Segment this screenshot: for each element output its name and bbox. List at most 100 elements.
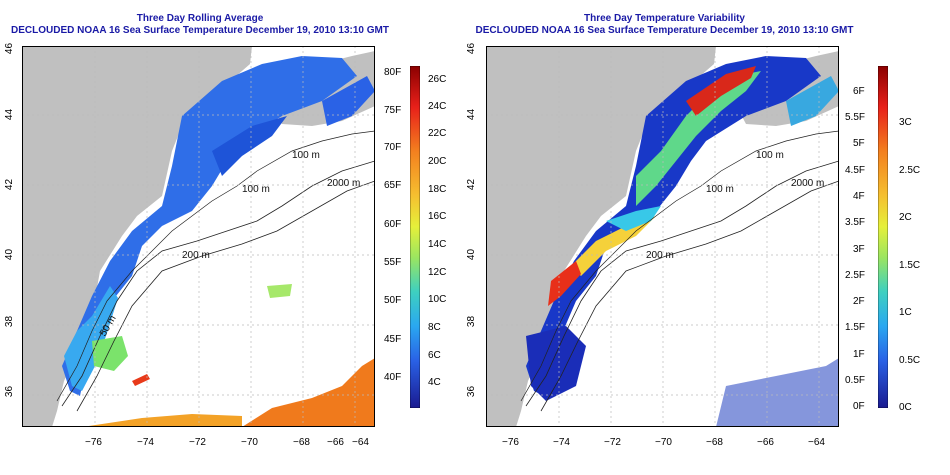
contour-label-100m-b: 100 m	[706, 184, 734, 195]
colorbar-c-label: 10C	[428, 294, 447, 305]
sst-red-streak	[132, 374, 150, 386]
colorbar-f-label: 4.5F	[845, 165, 866, 176]
colorbar-f-label: 1.5F	[845, 322, 866, 333]
colorbar-c-label: 1.5C	[899, 260, 921, 271]
var-red-coast	[548, 261, 581, 306]
sst-green-small	[267, 284, 292, 298]
right-colorbar	[878, 66, 888, 408]
colorbar-f-label: 75F	[384, 105, 402, 116]
y-tick: 46	[466, 42, 478, 55]
colorbar-f-label: 80F	[384, 67, 402, 78]
colorbar-c-label: 4C	[428, 377, 441, 388]
colorbar-f-label: 45F	[384, 334, 402, 345]
colorbar-c-label: 22C	[428, 128, 447, 139]
right-map: 100 m 100 m 2000 m 200 m	[486, 46, 839, 427]
sst-gulf-of-maine	[62, 56, 357, 396]
colorbar-f-label: 50F	[384, 295, 402, 306]
right-title: Three Day Temperature Variability	[584, 13, 745, 24]
colorbar-f-label: 3.5F	[845, 217, 866, 228]
contour-label-100m-a: 100 m	[756, 150, 784, 161]
y-tick: 36	[4, 385, 16, 398]
y-tick: 44	[4, 108, 16, 121]
colorbar-f-label: 70F	[384, 142, 402, 153]
x-tick: −72	[604, 437, 621, 448]
colorbar-c-label: 0.5C	[899, 355, 921, 366]
sst-orange-south	[242, 358, 375, 427]
x-tick: −68	[706, 437, 723, 448]
colorbar-c-label: 6C	[428, 350, 441, 361]
y-tick: 46	[4, 42, 16, 55]
var-cyan-mid	[606, 206, 661, 231]
x-tick: −66	[757, 437, 774, 448]
var-blue-shelf	[526, 56, 821, 396]
left-subtitle: DECLOUDED NOAA 16 Sea Surface Temperatur…	[11, 25, 389, 36]
y-tick: 42	[466, 178, 478, 191]
x-tick: −70	[241, 437, 258, 448]
colorbar-c-label: 26C	[428, 74, 447, 85]
x-tick: −66	[327, 437, 344, 448]
isobath-100m	[56, 130, 375, 402]
contour-label-2000m: 2000 m	[791, 178, 824, 189]
colorbar-f-label: 6F	[853, 86, 865, 97]
colorbar-c-label: 14C	[428, 239, 447, 250]
var-red-maine	[686, 66, 756, 116]
colorbar-f-label: 60F	[384, 219, 402, 230]
contour-label-2000m: 2000 m	[327, 178, 360, 189]
colorbar-c-label: 24C	[428, 101, 447, 112]
colorbar-c-label: 0C	[899, 402, 912, 413]
sst-cape-cod	[212, 116, 287, 176]
colorbar-f-label: 1F	[853, 349, 865, 360]
x-tick: −72	[189, 437, 206, 448]
left-colorbar	[410, 66, 420, 408]
var-blue-south	[526, 326, 586, 401]
y-tick: 44	[466, 108, 478, 121]
left-title: Three Day Rolling Average	[136, 13, 264, 24]
left-map: 100 m 100 m 2000 m 200 m 50 m	[22, 46, 375, 427]
y-tick: 40	[466, 248, 478, 261]
isobath-200m	[61, 160, 375, 407]
var-yellow-band	[571, 216, 656, 276]
sst-scotian	[322, 76, 375, 126]
colorbar-c-label: 3C	[899, 117, 912, 128]
x-tick: −74	[137, 437, 154, 448]
y-tick: 42	[4, 178, 16, 191]
y-tick: 36	[466, 385, 478, 398]
contour-label-100m-a: 100 m	[292, 150, 320, 161]
colorbar-f-label: 40F	[384, 372, 402, 383]
y-tick: 40	[4, 248, 16, 261]
x-tick: −68	[293, 437, 310, 448]
contour-label-200m: 200 m	[646, 250, 674, 261]
colorbar-c-label: 8C	[428, 322, 441, 333]
isobath-2000m	[76, 180, 375, 412]
y-tick: 38	[4, 315, 16, 328]
colorbar-f-label: 5F	[853, 138, 865, 149]
colorbar-f-label: 4F	[853, 191, 865, 202]
x-tick: −76	[85, 437, 102, 448]
x-tick: −76	[502, 437, 519, 448]
colorbar-c-label: 12C	[428, 267, 447, 278]
right-subtitle: DECLOUDED NOAA 16 Sea Surface Temperatur…	[475, 25, 854, 36]
var-green-band	[636, 71, 761, 206]
colorbar-c-label: 18C	[428, 184, 447, 195]
var-cyan-east	[786, 76, 839, 126]
contour-label-100m-b: 100 m	[242, 184, 270, 195]
colorbar-f-label: 3F	[853, 244, 865, 255]
colorbar-f-label: 65F	[384, 180, 402, 191]
colorbar-f-label: 0.5F	[845, 375, 866, 386]
var-blue-scatter	[716, 358, 839, 427]
colorbar-f-label: 55F	[384, 257, 402, 268]
sst-orange-south2	[82, 414, 242, 427]
x-tick: −64	[352, 437, 369, 448]
colorbar-c-label: 2.5C	[899, 165, 921, 176]
x-tick: −64	[808, 437, 825, 448]
colorbar-f-label: 2.5F	[845, 270, 866, 281]
sst-green-patch	[92, 336, 128, 371]
colorbar-f-label: 5.5F	[845, 112, 866, 123]
x-tick: −70	[655, 437, 672, 448]
colorbar-c-label: 1C	[899, 307, 912, 318]
colorbar-c-label: 20C	[428, 156, 447, 167]
colorbar-f-label: 2F	[853, 296, 865, 307]
y-tick: 38	[466, 315, 478, 328]
colorbar-c-label: 2C	[899, 212, 912, 223]
colorbar-c-label: 16C	[428, 211, 447, 222]
